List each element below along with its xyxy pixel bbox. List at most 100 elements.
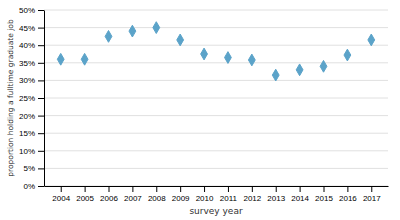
- x-axis: 2004 2005 2006 2007 2008 2009 2010 2011 2012 2013…: [45, 186, 389, 203]
- y-tick: 45%: [19, 24, 44, 33]
- x-tick-label: 2010: [196, 194, 214, 203]
- y-tick-mark: [38, 63, 44, 64]
- point: [225, 52, 232, 64]
- x-tick: 2009: [172, 186, 190, 203]
- y-tick: 20%: [19, 112, 44, 121]
- x-tick-mark: [252, 186, 253, 192]
- grid-line: [44, 133, 388, 134]
- x-tick-label: 2008: [148, 194, 166, 203]
- point: [105, 31, 112, 43]
- x-tick-mark: [204, 186, 205, 192]
- y-tick-label: 10%: [19, 147, 35, 156]
- point: [81, 53, 88, 65]
- point: [320, 60, 327, 72]
- y-tick-mark: [38, 28, 44, 29]
- y-tick: 40%: [19, 41, 44, 50]
- y-tick-label: 30%: [19, 76, 35, 85]
- point: [177, 34, 184, 46]
- x-tick-label: 2013: [267, 194, 285, 203]
- y-tick-mark: [38, 10, 44, 11]
- y-tick-label: 5%: [23, 164, 35, 173]
- x-tick-label: 2006: [100, 194, 118, 203]
- x-tick-mark: [61, 186, 62, 192]
- grid-line: [44, 115, 388, 116]
- point: [344, 49, 351, 61]
- y-tick-label: 0%: [23, 182, 35, 191]
- x-tick-mark: [228, 186, 229, 192]
- x-tick: 2013: [267, 186, 285, 203]
- x-tick-label: 2004: [52, 194, 70, 203]
- y-tick: 30%: [19, 76, 44, 85]
- point: [57, 53, 64, 65]
- x-tick-label: 2005: [76, 194, 94, 203]
- grid-line: [44, 10, 388, 11]
- y-axis-line: [44, 11, 45, 187]
- y-tick: 0%: [23, 182, 44, 191]
- y-tick-mark: [38, 98, 44, 99]
- chart: 2004 2005 2006 2007 2008 2009 2010 2011 2012 2013…: [0, 0, 400, 220]
- y-tick-label: 50%: [19, 6, 35, 15]
- x-tick: 2010: [196, 186, 214, 203]
- y-tick: 25%: [19, 94, 44, 103]
- grid: [44, 10, 388, 186]
- x-tick: 2006: [100, 186, 118, 203]
- x-axis-title: survey year: [189, 206, 243, 216]
- x-tick: 2004: [52, 186, 70, 203]
- y-tick-label: 15%: [19, 129, 35, 138]
- x-tick: 2011: [220, 186, 238, 203]
- y-tick: 5%: [23, 164, 44, 173]
- y-tick: 10%: [19, 147, 44, 156]
- grid-line: [44, 186, 388, 187]
- x-tick-label: 2015: [315, 194, 333, 203]
- point: [201, 48, 208, 60]
- point: [296, 64, 303, 76]
- x-tick-label: 2007: [124, 194, 142, 203]
- grid-line: [44, 45, 388, 46]
- x-tick-mark: [324, 186, 325, 192]
- grid-line: [44, 27, 388, 28]
- y-tick-mark: [38, 116, 44, 117]
- x-tick-mark: [109, 186, 110, 192]
- x-tick: 2016: [339, 186, 357, 203]
- y-tick-label: 40%: [19, 41, 35, 50]
- x-tick-label: 2014: [291, 194, 309, 203]
- x-tick-label: 2012: [243, 194, 261, 203]
- y-tick-mark: [38, 186, 44, 187]
- plot: 2004 2005 2006 2007 2008 2009 2010 2011 2012 2013…: [19, 6, 389, 203]
- x-tick-label: 2017: [363, 194, 381, 203]
- x-tick-mark: [85, 186, 86, 192]
- x-tick-label: 2009: [172, 194, 190, 203]
- x-tick-mark: [156, 186, 157, 192]
- x-tick-mark: [371, 186, 372, 192]
- x-tick-mark: [180, 186, 181, 192]
- y-tick-mark: [38, 45, 44, 46]
- x-tick: 2005: [76, 186, 94, 203]
- y-tick-label: 35%: [19, 59, 35, 68]
- y-axis-title: proportion holding a fulltime graduate j…: [6, 19, 15, 177]
- x-tick-mark: [132, 186, 133, 192]
- x-tick: 2007: [124, 186, 142, 203]
- y-tick: 15%: [19, 129, 44, 138]
- x-tick-label: 2016: [339, 194, 357, 203]
- y-tick-mark: [38, 133, 44, 134]
- x-tick: 2012: [243, 186, 261, 203]
- x-tick: 2017: [363, 186, 381, 203]
- point: [153, 22, 160, 34]
- grid-line: [44, 150, 388, 151]
- y-tick: 35%: [19, 59, 44, 68]
- grid-line: [44, 98, 388, 99]
- x-tick-label: 2011: [220, 194, 238, 203]
- x-axis-line: [45, 186, 389, 187]
- y-tick-label: 25%: [19, 94, 35, 103]
- points: [57, 22, 374, 81]
- x-tick-mark: [276, 186, 277, 192]
- y-tick-mark: [38, 80, 44, 81]
- y-tick-label: 20%: [19, 112, 35, 121]
- grid-line: [44, 168, 388, 169]
- y-axis: 0% 5% 10% 15% 20% 25% 30% 35% 40% 45% 50%: [19, 6, 45, 191]
- x-tick: 2014: [291, 186, 309, 203]
- grid-line: [44, 62, 388, 63]
- x-tick: 2008: [148, 186, 166, 203]
- point: [272, 69, 279, 81]
- point: [368, 34, 375, 46]
